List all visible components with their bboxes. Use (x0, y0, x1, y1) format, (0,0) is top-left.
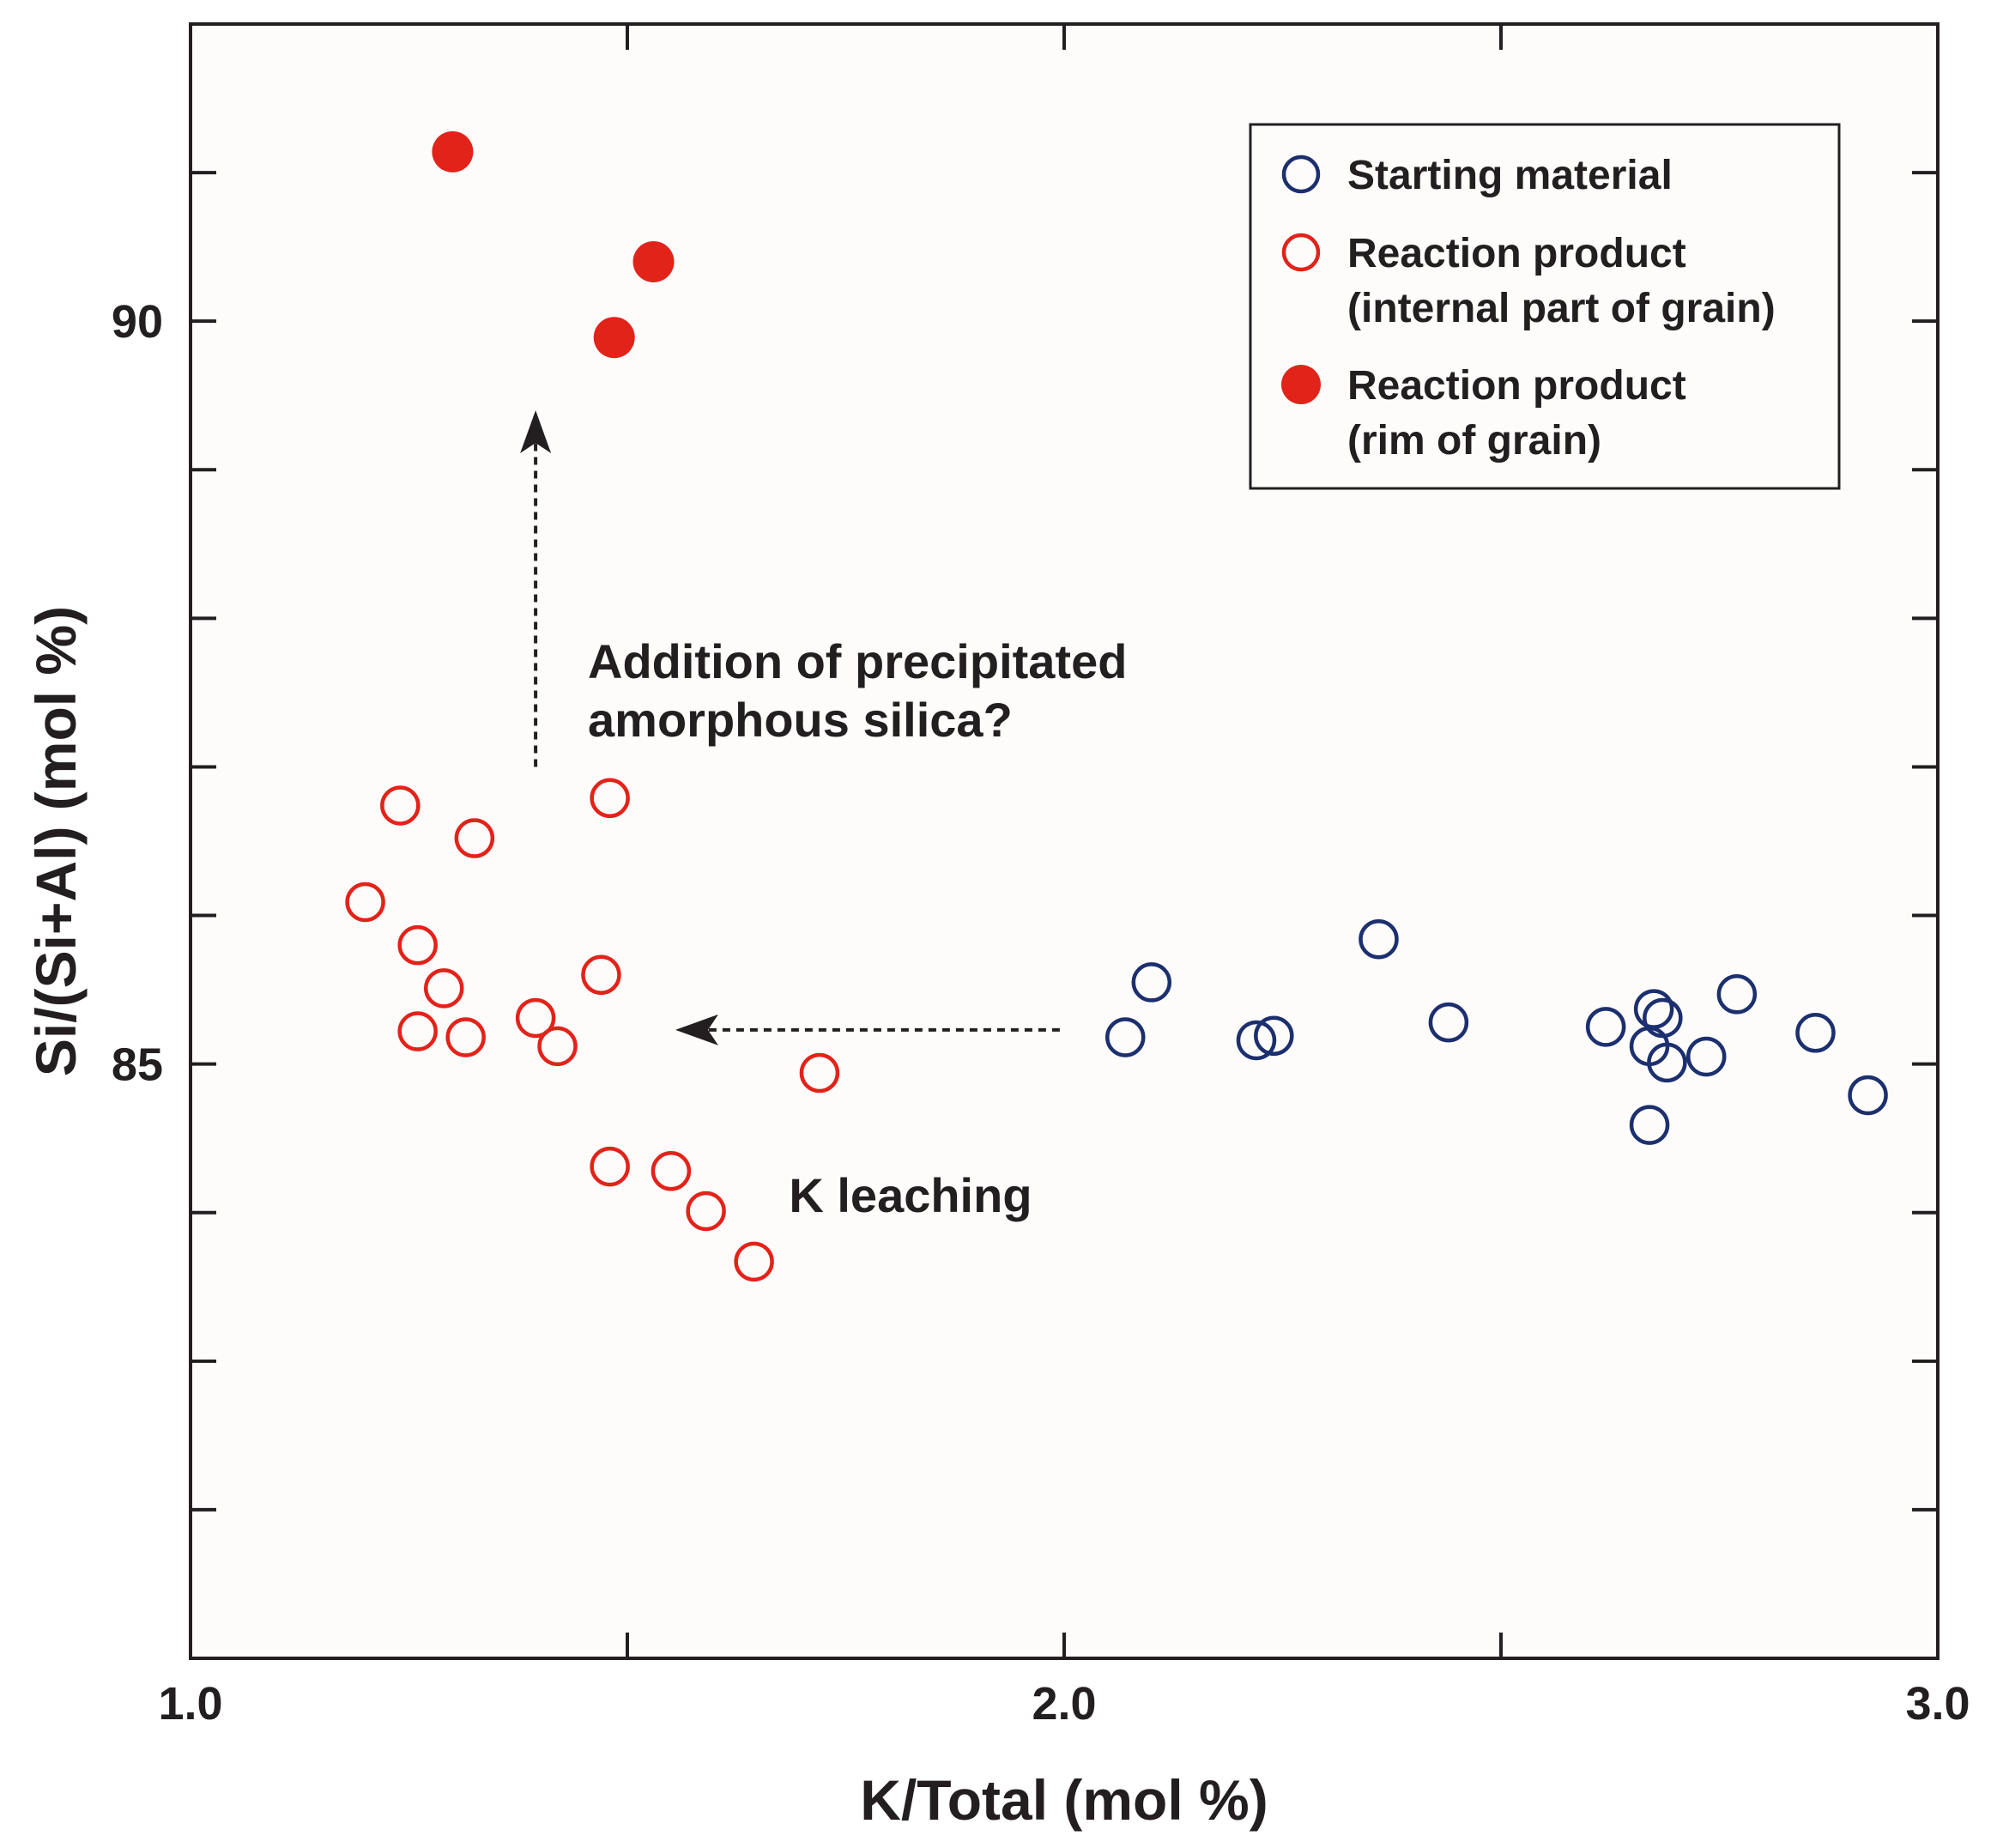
x-axis-title: K/Total (mol %) (860, 1768, 1268, 1832)
y-tick-label: 90 (112, 296, 163, 348)
legend: Starting material Reaction product (intern… (1249, 123, 1841, 490)
axis-tick-labels: 1.0 2.0 3.0 85 90 (112, 296, 1970, 1730)
y-tick-label: 85 (112, 1039, 163, 1091)
data-points (345, 130, 1888, 1282)
data-point (590, 1146, 630, 1187)
data-point (1629, 1105, 1670, 1145)
data-point (515, 997, 556, 1039)
annotation-text: K leaching (789, 1168, 1032, 1222)
data-point (537, 1026, 578, 1067)
legend-marker (1281, 233, 1321, 272)
legend-label: Reaction product (1347, 231, 1686, 276)
series-2 (345, 778, 840, 1282)
data-point (445, 1017, 486, 1057)
data-point (1105, 1017, 1146, 1057)
data-point (1716, 974, 1758, 1015)
annotation-text: Addition of precipitated (588, 634, 1127, 688)
annotation-text: amorphous silica? (588, 693, 1013, 747)
legend-box (1249, 123, 1841, 490)
series-3 (432, 130, 675, 359)
x-tick-label: 3.0 (1905, 1678, 1970, 1730)
data-point (1131, 962, 1172, 1003)
data-point (799, 1052, 840, 1094)
legend-label: Reaction product (1347, 363, 1686, 409)
data-point (432, 130, 474, 173)
data-point (380, 785, 421, 826)
data-point (590, 778, 630, 819)
data-point (345, 882, 385, 923)
data-point (1848, 1075, 1888, 1116)
data-point (1236, 1020, 1277, 1061)
data-point (581, 954, 621, 996)
data-point (686, 1191, 726, 1232)
data-point (1633, 989, 1674, 1029)
legend-marker (1281, 365, 1321, 404)
data-point (1428, 1002, 1469, 1043)
legend-label: (internal part of grain) (1347, 286, 1776, 331)
legend-label: Starting material (1347, 153, 1673, 198)
data-point (651, 1151, 692, 1191)
data-point (1685, 1036, 1727, 1077)
data-point (397, 924, 438, 966)
data-point (1254, 1015, 1294, 1056)
legend-label: (rim of grain) (1347, 418, 1601, 464)
data-point (593, 317, 635, 359)
series-1 (1105, 918, 1888, 1145)
data-point (1795, 1013, 1836, 1053)
data-point (632, 240, 675, 282)
data-point (1359, 918, 1399, 960)
y-axis-title: Si/(Si+Al) (mol %) (24, 606, 88, 1076)
data-point (1647, 1042, 1687, 1083)
x-tick-label: 2.0 (1032, 1678, 1096, 1730)
data-point (397, 1011, 438, 1051)
axis-ticks (191, 24, 1938, 1658)
data-point (454, 818, 495, 858)
data-point (423, 968, 464, 1009)
legend-marker (1281, 155, 1321, 194)
x-tick-label: 1.0 (158, 1678, 222, 1730)
data-point (1643, 997, 1683, 1039)
data-point (1585, 1007, 1626, 1047)
data-point (734, 1241, 774, 1282)
